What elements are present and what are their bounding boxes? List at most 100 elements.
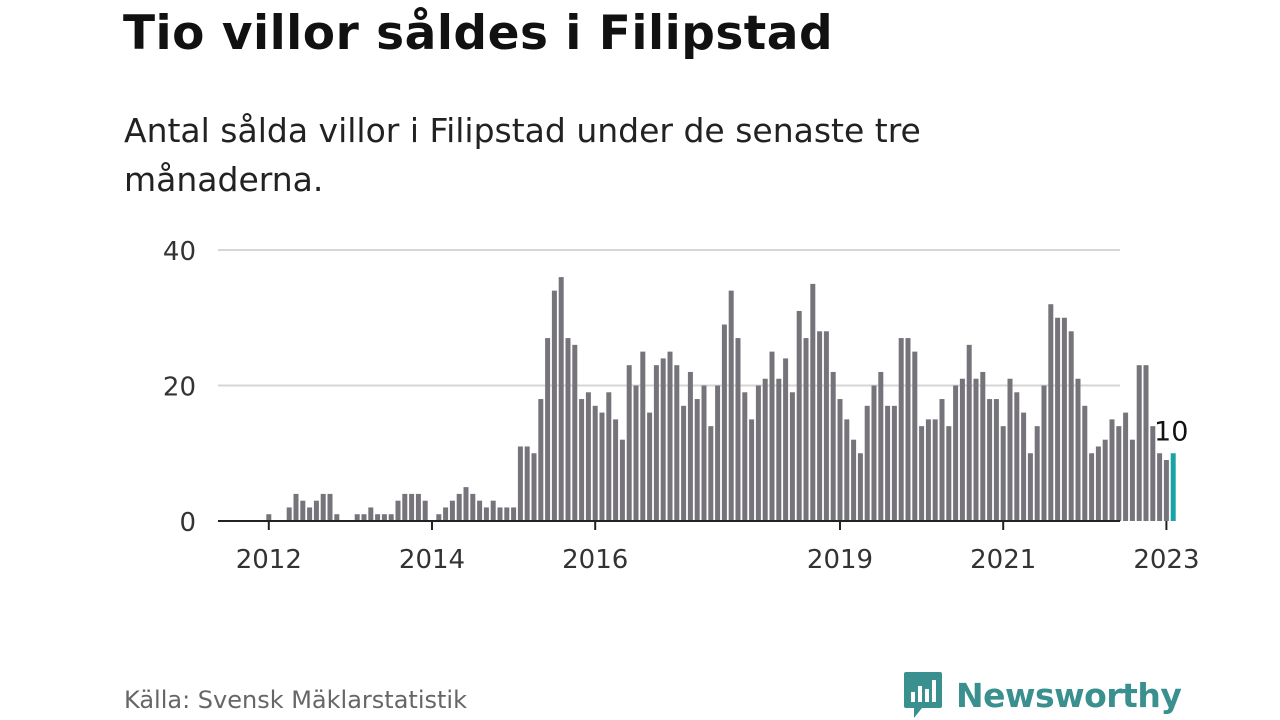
bar [484, 507, 489, 521]
bar [749, 419, 754, 521]
bar [885, 406, 890, 521]
x-tick-label: 2023 [1133, 545, 1199, 575]
bar [579, 399, 584, 521]
bar [790, 392, 795, 521]
bar [396, 501, 401, 521]
bar [967, 345, 972, 521]
bar [328, 494, 333, 521]
bar [824, 331, 829, 521]
bar [674, 365, 679, 521]
x-tick-label: 2019 [807, 545, 873, 575]
bar [906, 338, 911, 521]
bar [960, 379, 965, 521]
bar [1021, 413, 1026, 521]
bar [980, 372, 985, 521]
bar [640, 352, 645, 521]
bar [1001, 426, 1006, 521]
bar [1076, 379, 1081, 521]
bar [776, 379, 781, 521]
bar [464, 487, 469, 521]
bar [300, 501, 305, 521]
bar [912, 352, 917, 521]
bar [851, 440, 856, 521]
bar [1014, 392, 1019, 521]
bar [661, 358, 666, 521]
x-tick-label: 2016 [562, 545, 628, 575]
bar [899, 338, 904, 521]
y-tick-label: 0 [179, 508, 196, 538]
bar [994, 399, 999, 521]
bar [1055, 318, 1060, 521]
bar [423, 501, 428, 521]
bar [831, 372, 836, 521]
bar [382, 514, 387, 521]
bar [1116, 426, 1121, 521]
bar [783, 358, 788, 521]
source-note: Källa: Svensk Mäklarstatistik [124, 686, 467, 714]
bar [926, 419, 931, 521]
bar [375, 514, 380, 521]
bar [321, 494, 326, 521]
bar [307, 507, 312, 521]
bar [532, 453, 537, 521]
bar [844, 419, 849, 521]
bar [865, 406, 870, 521]
bar [498, 507, 503, 521]
y-tick-label: 20 [163, 373, 196, 403]
bar [756, 386, 761, 522]
bar [402, 494, 407, 521]
bar [566, 338, 571, 521]
bar [266, 514, 271, 521]
bar [681, 406, 686, 521]
bar [1042, 386, 1047, 522]
bar [634, 386, 639, 522]
bar [654, 365, 659, 521]
bar [1144, 365, 1149, 521]
bar [838, 399, 843, 521]
bar [933, 419, 938, 521]
bar [545, 338, 550, 521]
bar [810, 284, 815, 521]
bar [559, 277, 564, 521]
bar [613, 419, 618, 521]
bar [450, 501, 455, 521]
bar [1089, 453, 1094, 521]
bar [1082, 406, 1087, 521]
brand-logo: Newsworthy [902, 670, 1181, 720]
bar [436, 514, 441, 521]
bar [1028, 453, 1033, 521]
brand-name: Newsworthy [956, 676, 1181, 715]
bar [770, 352, 775, 521]
bar [1103, 440, 1108, 521]
bar [708, 426, 713, 521]
bar [586, 392, 591, 521]
bar [797, 311, 802, 521]
bar [600, 413, 605, 521]
bar [1123, 413, 1128, 521]
bar [1069, 331, 1074, 521]
bar [1137, 365, 1142, 521]
bar [287, 507, 292, 521]
x-tick-label: 2012 [236, 545, 302, 575]
bar [470, 494, 475, 521]
highlight-label: 10 [1154, 416, 1188, 447]
bar [538, 399, 543, 521]
bar [314, 501, 319, 521]
bar [1164, 460, 1169, 521]
bar [511, 507, 516, 521]
bar [552, 291, 557, 521]
bar [804, 338, 809, 521]
bar [953, 386, 958, 522]
bar [736, 338, 741, 521]
bar [668, 352, 673, 521]
bar [389, 514, 394, 521]
bar [457, 494, 462, 521]
bar [525, 446, 530, 521]
bar [702, 386, 707, 522]
bar [987, 399, 992, 521]
bar [627, 365, 632, 521]
bar [1130, 440, 1135, 521]
bar [722, 325, 727, 521]
bar [355, 514, 360, 521]
bar [416, 494, 421, 521]
